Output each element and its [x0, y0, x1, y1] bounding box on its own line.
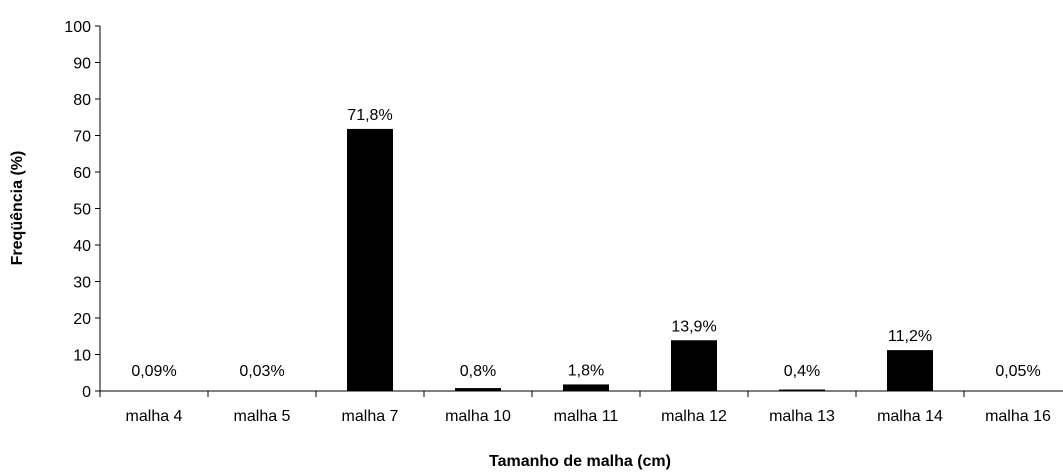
y-tick-label: 20	[73, 311, 91, 328]
bar	[887, 350, 933, 391]
bar	[347, 128, 393, 391]
data-label: 0,8%	[460, 363, 496, 380]
y-tick-label: 0	[82, 384, 91, 401]
y-axis: 0 10 20 30 40 50 60 70 80 90 100	[64, 19, 101, 401]
x-tick-label: malha 14	[877, 408, 943, 425]
y-tick-label: 90	[73, 56, 91, 73]
data-label: 1,8%	[568, 362, 604, 379]
x-tick-label: malha 12	[661, 408, 727, 425]
x-tick-label: malha 13	[769, 408, 835, 425]
bar	[455, 388, 501, 391]
data-label: 0,09%	[131, 363, 176, 380]
data-label: 13,9%	[671, 318, 716, 335]
bar	[779, 389, 825, 391]
x-axis: malha 4 malha 5 malha 7 malha 10 malha 11 mal…	[99, 390, 1063, 425]
data-label: 11,2%	[888, 328, 932, 345]
x-tick-label: malha 7	[342, 408, 399, 425]
y-tick-label: 50	[73, 202, 91, 219]
y-tick-label: 80	[73, 92, 91, 109]
y-tick-label: 40	[73, 238, 91, 255]
y-axis-title: Freqüência (%)	[9, 151, 26, 266]
bar	[671, 340, 717, 391]
y-tick-label: 70	[73, 129, 91, 146]
y-tick-label: 10	[73, 348, 91, 365]
y-tick-label: 30	[73, 275, 91, 292]
x-tick-label: malha 10	[445, 408, 511, 425]
bars	[131, 128, 1041, 391]
x-tick-label: malha 4	[126, 408, 183, 425]
data-label: 0,05%	[995, 363, 1040, 380]
data-labels: 0,09% 0,03% 71,8% 0,8% 1,8% 13,9% 0,4% 11,2% 0,0…	[131, 107, 1040, 380]
data-label: 0,03%	[239, 363, 284, 380]
data-label: 71,8%	[347, 107, 392, 124]
data-label: 0,4%	[784, 363, 820, 380]
x-tick-label: malha 16	[985, 408, 1051, 425]
bar	[563, 384, 609, 391]
x-tick-label: malha 11	[554, 408, 619, 425]
y-tick-label: 100	[64, 19, 91, 36]
y-tick-label: 60	[73, 165, 91, 182]
x-axis-title: Tamanho de malha (cm)	[489, 453, 671, 470]
x-tick-label: malha 5	[234, 408, 291, 425]
